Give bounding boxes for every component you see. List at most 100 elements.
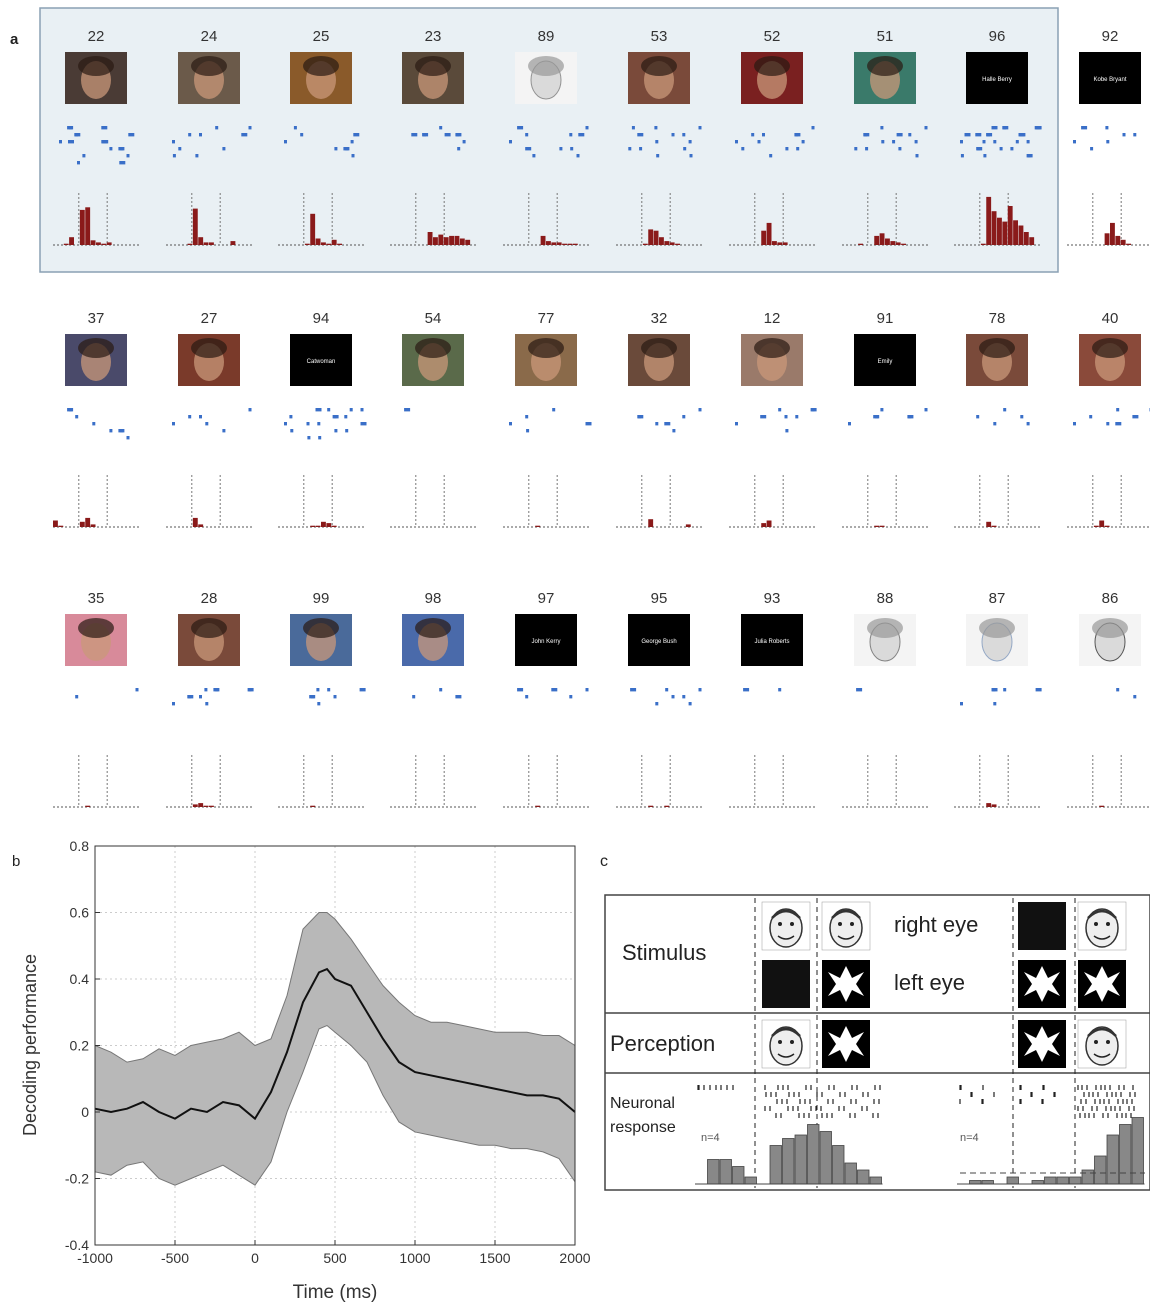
hist-bar: [874, 525, 880, 527]
raster-spike: [462, 140, 466, 144]
blank-stimulus: [1018, 902, 1066, 950]
hist-bar: [642, 243, 648, 245]
raster-spike: [655, 702, 659, 706]
raster-spike: [671, 695, 675, 699]
hist-bar: [669, 242, 675, 245]
face-hair: [771, 1027, 801, 1037]
raster-spike: [914, 140, 918, 144]
panel-b-label: b: [12, 853, 20, 870]
hist-bar: [782, 242, 788, 245]
hist-bar: [1115, 235, 1121, 245]
face-outline: [1085, 908, 1119, 948]
checker-pattern: [822, 1020, 870, 1068]
y-tick-label: -0.2: [65, 1171, 89, 1187]
row-label-response: response: [610, 1119, 676, 1136]
raster-spike: [801, 140, 805, 144]
name-card-text: John Kerry: [531, 639, 560, 645]
raster-spike: [204, 688, 208, 692]
raster-spike: [960, 154, 964, 158]
face-drawing: [761, 901, 811, 951]
raster-spike: [688, 140, 692, 144]
hist-bar: [535, 525, 541, 527]
raster-spike: [404, 408, 411, 412]
pattern-star: [828, 966, 864, 1002]
stimulus-cell: 23: [390, 28, 476, 246]
hist-bar: [326, 243, 332, 245]
raster-spike: [578, 133, 585, 137]
stimulus-cell: 40: [1067, 310, 1150, 528]
face-outline: [769, 1026, 803, 1066]
hist-bar: [879, 233, 885, 245]
raster-spike: [526, 429, 530, 433]
face-eye: [1094, 922, 1098, 926]
hist-bar: [321, 521, 326, 527]
raster-spike: [672, 429, 676, 433]
hist-bar: [337, 243, 342, 245]
hair-shape: [1092, 618, 1128, 638]
hist-bar: [719, 1159, 732, 1185]
raster-spike: [188, 415, 192, 419]
face-hair: [1087, 909, 1117, 919]
hair-shape: [191, 56, 227, 76]
raster-spike: [735, 140, 738, 144]
face-drawing: [761, 1019, 811, 1069]
raster-spike: [848, 422, 851, 426]
raster-spike: [873, 415, 880, 419]
y-tick-label: 0.6: [70, 905, 90, 921]
hist-bar: [648, 519, 654, 527]
raster-spike: [794, 133, 801, 137]
stimulus-cell: 97 John Kerry: [503, 590, 589, 808]
raster-spike: [172, 154, 176, 158]
raster-spike: [757, 140, 761, 144]
raster-spike: [964, 133, 971, 137]
pattern-star: [1024, 966, 1060, 1002]
stimulus-cell: 52: [729, 28, 815, 246]
stimulus-cell: 51: [842, 28, 928, 246]
hist-bar: [209, 805, 214, 807]
hist-bar: [1002, 221, 1008, 245]
raster-spike: [570, 147, 574, 151]
raster-spike: [300, 133, 304, 137]
hist-bar: [981, 1180, 994, 1185]
raster-spike: [126, 436, 130, 440]
hist-bar: [832, 1145, 845, 1185]
panel-b-decoding-chart: b -1000 -500 0 500 1000 1500 2000 -0.4 -0.2 0 0.2 0.…: [12, 838, 591, 1303]
raster-spike: [455, 133, 462, 137]
schematic-frame: [604, 894, 1150, 1191]
hist-bar: [901, 243, 906, 245]
hist-bar: [85, 517, 91, 527]
face-mouth: [777, 935, 795, 940]
raster-spike: [119, 161, 126, 165]
hair-shape: [78, 618, 114, 638]
raster-spike: [778, 408, 782, 412]
row-label-perception: Perception: [610, 1031, 715, 1056]
hist-bar: [546, 241, 551, 245]
hair-shape: [754, 338, 790, 358]
raster-spike: [1073, 140, 1076, 144]
hist-bar: [1006, 1176, 1019, 1185]
raster-spike: [637, 133, 644, 137]
hist-bar: [969, 1180, 982, 1185]
hist-bar: [465, 239, 471, 245]
face-mouth: [777, 1053, 795, 1058]
raster-spike: [784, 415, 788, 419]
face-eye: [790, 1040, 794, 1044]
x-tick-label: -500: [161, 1250, 189, 1266]
raster-spike: [637, 415, 644, 419]
row-label-neuronal: Neuronal: [610, 1095, 675, 1112]
hist-bar: [895, 242, 901, 245]
raster-spike: [1003, 408, 1007, 412]
stimulus-cell: 93 Julia Roberts: [729, 590, 815, 808]
hair-shape: [78, 56, 114, 76]
hist-bar: [1031, 1180, 1044, 1185]
raster-spike: [760, 415, 767, 419]
hist-bar: [106, 242, 112, 245]
hist-bar: [844, 1162, 857, 1185]
hist-bar: [1056, 1176, 1069, 1185]
hist-bar: [874, 235, 880, 245]
raster-spike: [315, 408, 322, 412]
hist-bar: [807, 1124, 820, 1185]
hist-bar: [1104, 233, 1110, 245]
hist-bar: [1104, 525, 1110, 527]
raster-spike: [769, 154, 773, 158]
